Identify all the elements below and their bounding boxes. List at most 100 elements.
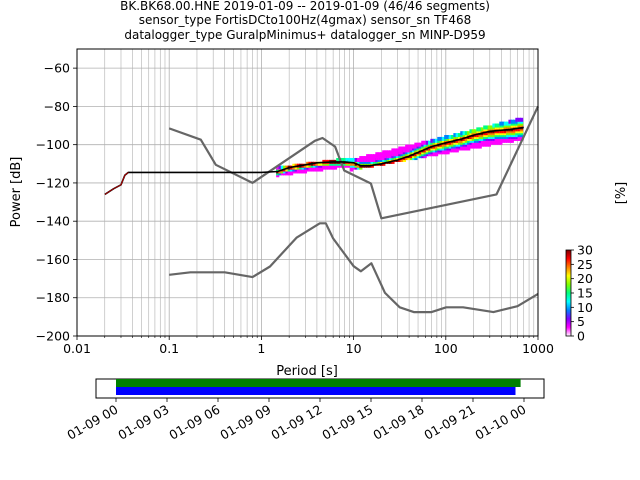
density-cell xyxy=(519,117,524,122)
density-cell xyxy=(506,121,510,126)
density-cell xyxy=(464,131,469,136)
series-mode-start xyxy=(104,172,129,195)
series-noise_model_high xyxy=(168,105,539,220)
density-cell xyxy=(375,152,379,157)
y-tick-label: −140 xyxy=(36,214,70,229)
density-cell xyxy=(292,163,296,168)
density-cell xyxy=(276,165,280,170)
series-mode xyxy=(104,126,524,196)
timeline-bars xyxy=(116,379,521,395)
density-cell xyxy=(317,161,321,166)
y-tick-label: −180 xyxy=(36,290,70,305)
density-cell xyxy=(407,144,411,149)
density-cell xyxy=(446,135,450,140)
x-ticks: 0.01 0.1 1 10 100 1000 xyxy=(63,336,554,356)
density-cell xyxy=(490,125,494,130)
timeline-tick-label: 01-09 03 xyxy=(115,402,171,443)
density-cell xyxy=(395,148,400,153)
timeline-tick-label: 01-09 12 xyxy=(268,402,324,443)
density-cell xyxy=(478,127,482,132)
series-noise_model_low xyxy=(169,222,539,314)
density-cell xyxy=(455,133,459,138)
density-cell xyxy=(441,136,446,141)
density-cell xyxy=(391,148,395,153)
y-ticks: −60 −80 −100 −120 −140 −160 −180 −200 xyxy=(36,61,77,344)
density-cell xyxy=(460,131,464,136)
density-cell xyxy=(345,157,349,162)
density-cell xyxy=(515,117,519,122)
density-cell xyxy=(368,154,372,159)
density-cell xyxy=(499,121,503,126)
density-cell xyxy=(363,156,368,161)
psd-density-cells xyxy=(276,117,524,178)
colorbar-tick-label: 5 xyxy=(577,314,585,329)
density-cell xyxy=(382,150,386,155)
density-cell xyxy=(352,157,356,162)
density-cell xyxy=(457,133,462,138)
density-cell xyxy=(428,140,432,145)
density-cell xyxy=(501,121,505,126)
density-cell xyxy=(430,138,434,143)
chart-title-line-3: datalogger_type GuralpMinimus+ datalogge… xyxy=(124,28,486,42)
density-cell xyxy=(280,165,284,170)
timeline-tick-label: 01-10 00 xyxy=(472,402,528,443)
density-cell xyxy=(315,161,319,166)
density-cell xyxy=(425,140,430,145)
density-cell xyxy=(389,150,393,155)
density-cell xyxy=(444,135,448,140)
timeline-tick-label: 01-09 00 xyxy=(64,402,120,443)
colorbar xyxy=(565,249,572,337)
density-cell xyxy=(434,138,439,143)
density-cell xyxy=(343,157,347,162)
density-cell xyxy=(453,133,457,138)
colorbar-label: [%] xyxy=(614,182,629,205)
density-cell xyxy=(384,150,388,155)
density-cell xyxy=(379,152,384,157)
colorbar-tick-label: 10 xyxy=(577,300,593,315)
timeline-bar xyxy=(116,387,516,395)
density-cell xyxy=(492,123,496,128)
density-cell xyxy=(416,142,420,147)
timeline-tick-label: 01-09 06 xyxy=(166,402,222,443)
timeline-tick-label: 01-09 15 xyxy=(319,402,375,443)
density-cell xyxy=(469,129,473,134)
density-cell xyxy=(467,131,471,136)
colorbar-tick-label: 25 xyxy=(577,257,593,272)
density-cell xyxy=(451,135,455,140)
x-tick-label: 1000 xyxy=(522,341,554,356)
density-cell xyxy=(386,150,390,155)
density-cell xyxy=(418,142,423,147)
density-cell xyxy=(412,144,416,149)
density-cell xyxy=(359,156,363,161)
colorbar-tick-label: 0 xyxy=(577,329,585,344)
x-tick-label: 0.1 xyxy=(159,341,179,356)
density-cell xyxy=(370,154,374,159)
y-tick-label: −120 xyxy=(36,175,70,190)
x-tick-label: 100 xyxy=(434,341,458,356)
x-tick-label: 0.01 xyxy=(63,341,91,356)
colorbar-tick-label: 15 xyxy=(577,286,593,301)
density-cell xyxy=(393,148,397,153)
series-lines xyxy=(104,105,539,314)
density-cell xyxy=(421,140,425,145)
density-cell xyxy=(409,144,413,149)
density-cell xyxy=(350,157,354,162)
density-cell xyxy=(354,157,358,162)
density-cell xyxy=(366,154,370,159)
density-cell xyxy=(485,125,489,130)
chart-title-line-1: BK.BK68.00.HNE 2019-01-09 -- 2019-01-09 … xyxy=(120,0,490,13)
y-tick-label: −160 xyxy=(36,252,70,267)
density-cell xyxy=(336,157,340,162)
density-cell xyxy=(361,156,365,161)
density-cell xyxy=(462,131,466,136)
density-cell xyxy=(283,165,287,170)
colorbar-tick-label: 30 xyxy=(577,243,593,258)
density-cell xyxy=(476,127,480,132)
density-cell xyxy=(439,136,443,141)
density-cell xyxy=(517,117,521,122)
density-cell xyxy=(471,129,475,134)
y-axis-label: Power [dB] xyxy=(9,157,24,228)
density-cell xyxy=(356,157,361,162)
